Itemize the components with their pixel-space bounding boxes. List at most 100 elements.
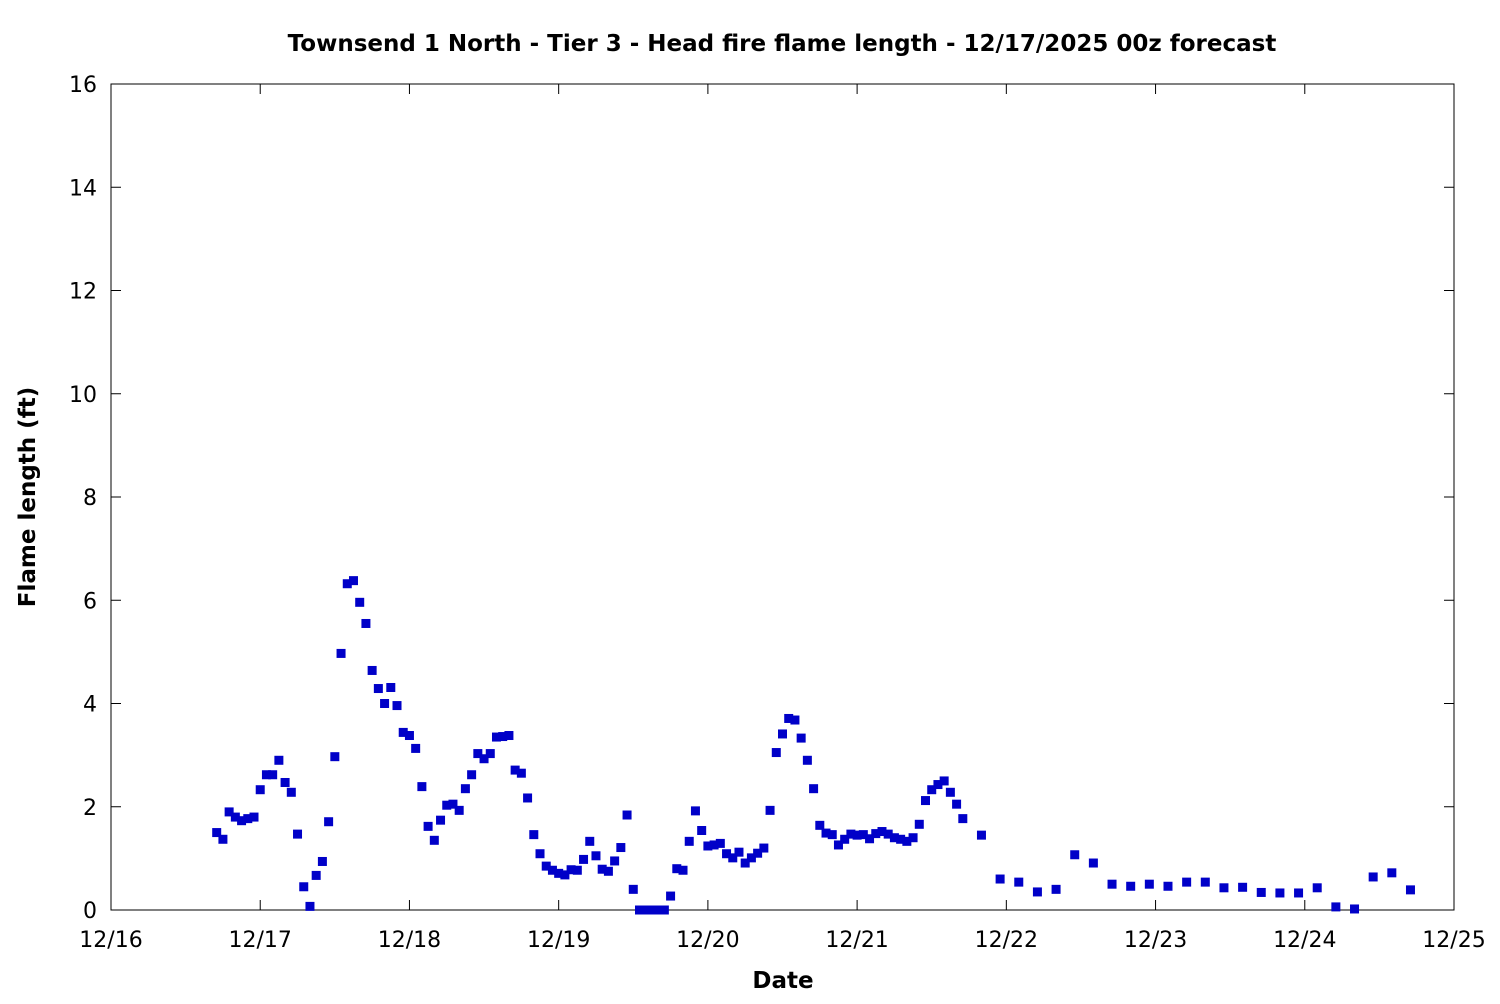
data-point: [728, 853, 738, 863]
data-point: [952, 799, 962, 809]
data-point: [541, 861, 551, 871]
data-point: [877, 827, 887, 837]
data-point: [641, 905, 651, 915]
data-point: [1107, 879, 1117, 889]
data-point: [535, 849, 545, 859]
data-point: [908, 833, 918, 843]
data-point: [324, 817, 334, 827]
data-point: [355, 597, 365, 607]
y-tick-label: 8: [83, 486, 97, 511]
data-point: [286, 787, 296, 797]
data-point: [336, 648, 346, 658]
y-tick-label: 2: [83, 796, 97, 821]
data-point: [653, 905, 663, 915]
y-tick-label: 4: [83, 693, 97, 718]
data-point: [361, 618, 371, 628]
y-tick-label: 12: [69, 280, 97, 305]
x-tick-label: 12/21: [825, 928, 888, 953]
data-point: [510, 765, 520, 775]
y-tick-label: 14: [69, 176, 97, 201]
data-point: [218, 834, 228, 844]
data-point: [454, 805, 464, 815]
data-point: [759, 843, 769, 853]
data-point: [467, 770, 477, 780]
data-point: [1238, 882, 1248, 892]
data-point: [827, 830, 837, 840]
data-point: [610, 856, 620, 866]
data-point: [703, 841, 713, 851]
data-point: [280, 777, 290, 787]
data-point: [261, 770, 271, 780]
data-point: [865, 834, 875, 844]
axis-ticks: 12/16 12/17 12/18 12/19 12/20 12/21 12/22 12/23…: [69, 73, 1486, 953]
data-point: [274, 755, 284, 765]
data-point: [1256, 887, 1266, 897]
data-point: [634, 905, 644, 915]
data-point: [784, 713, 794, 723]
data-point: [852, 830, 862, 840]
data-point: [889, 833, 899, 843]
data-point: [840, 834, 850, 844]
data-point: [398, 727, 408, 737]
data-point: [933, 780, 943, 790]
y-tick-label: 10: [69, 383, 97, 408]
x-tick-label: 12/16: [79, 928, 142, 953]
data-point: [616, 843, 626, 853]
data-point: [1331, 902, 1341, 912]
data-point: [479, 754, 489, 764]
data-point: [697, 825, 707, 835]
data-point: [460, 784, 470, 794]
y-tick-label: 6: [83, 589, 97, 614]
data-point: [1350, 904, 1360, 914]
data-point: [311, 870, 321, 880]
data-point: [815, 820, 825, 830]
data-point: [342, 579, 352, 589]
data-point: [1088, 858, 1098, 868]
x-tick-label: 12/17: [229, 928, 292, 953]
data-point: [1144, 879, 1154, 889]
data-point: [404, 731, 414, 741]
data-point: [1368, 872, 1378, 882]
data-point: [523, 793, 533, 803]
data-point: [771, 748, 781, 758]
data-point: [423, 821, 433, 831]
data-point: [566, 865, 576, 875]
data-point: [628, 884, 638, 894]
data-point: [448, 799, 458, 809]
x-tick-label: 12/25: [1422, 928, 1485, 953]
y-tick-label: 16: [69, 73, 97, 98]
data-point: [498, 732, 508, 742]
data-point: [927, 785, 937, 795]
data-point: [746, 853, 756, 863]
data-point: [846, 829, 856, 839]
data-point: [579, 854, 589, 864]
data-point: [722, 849, 732, 859]
data-point: [591, 851, 601, 861]
data-point: [659, 905, 669, 915]
data-point: [597, 864, 607, 874]
data-point: [317, 856, 327, 866]
data-point: [230, 812, 240, 822]
data-point: [442, 800, 452, 810]
data-point: [1200, 877, 1210, 887]
data-point: [995, 874, 1005, 884]
data-point: [765, 805, 775, 815]
data-point: [666, 891, 676, 901]
data-point: [504, 731, 514, 741]
data-point: [734, 847, 744, 857]
data-point: [902, 836, 912, 846]
data-point: [1126, 881, 1136, 891]
x-axis-label: Date: [752, 968, 813, 994]
data-point: [603, 866, 613, 876]
data-point: [491, 732, 501, 742]
data-point: [1405, 885, 1415, 895]
data-point: [436, 815, 446, 825]
data-point: [1051, 884, 1061, 894]
plot-frame: [110, 83, 1455, 911]
data-point: [367, 665, 377, 675]
data-point: [1219, 883, 1229, 893]
data-point: [790, 715, 800, 725]
data-point: [529, 830, 539, 840]
data-point: [896, 834, 906, 844]
data-point: [516, 768, 526, 778]
